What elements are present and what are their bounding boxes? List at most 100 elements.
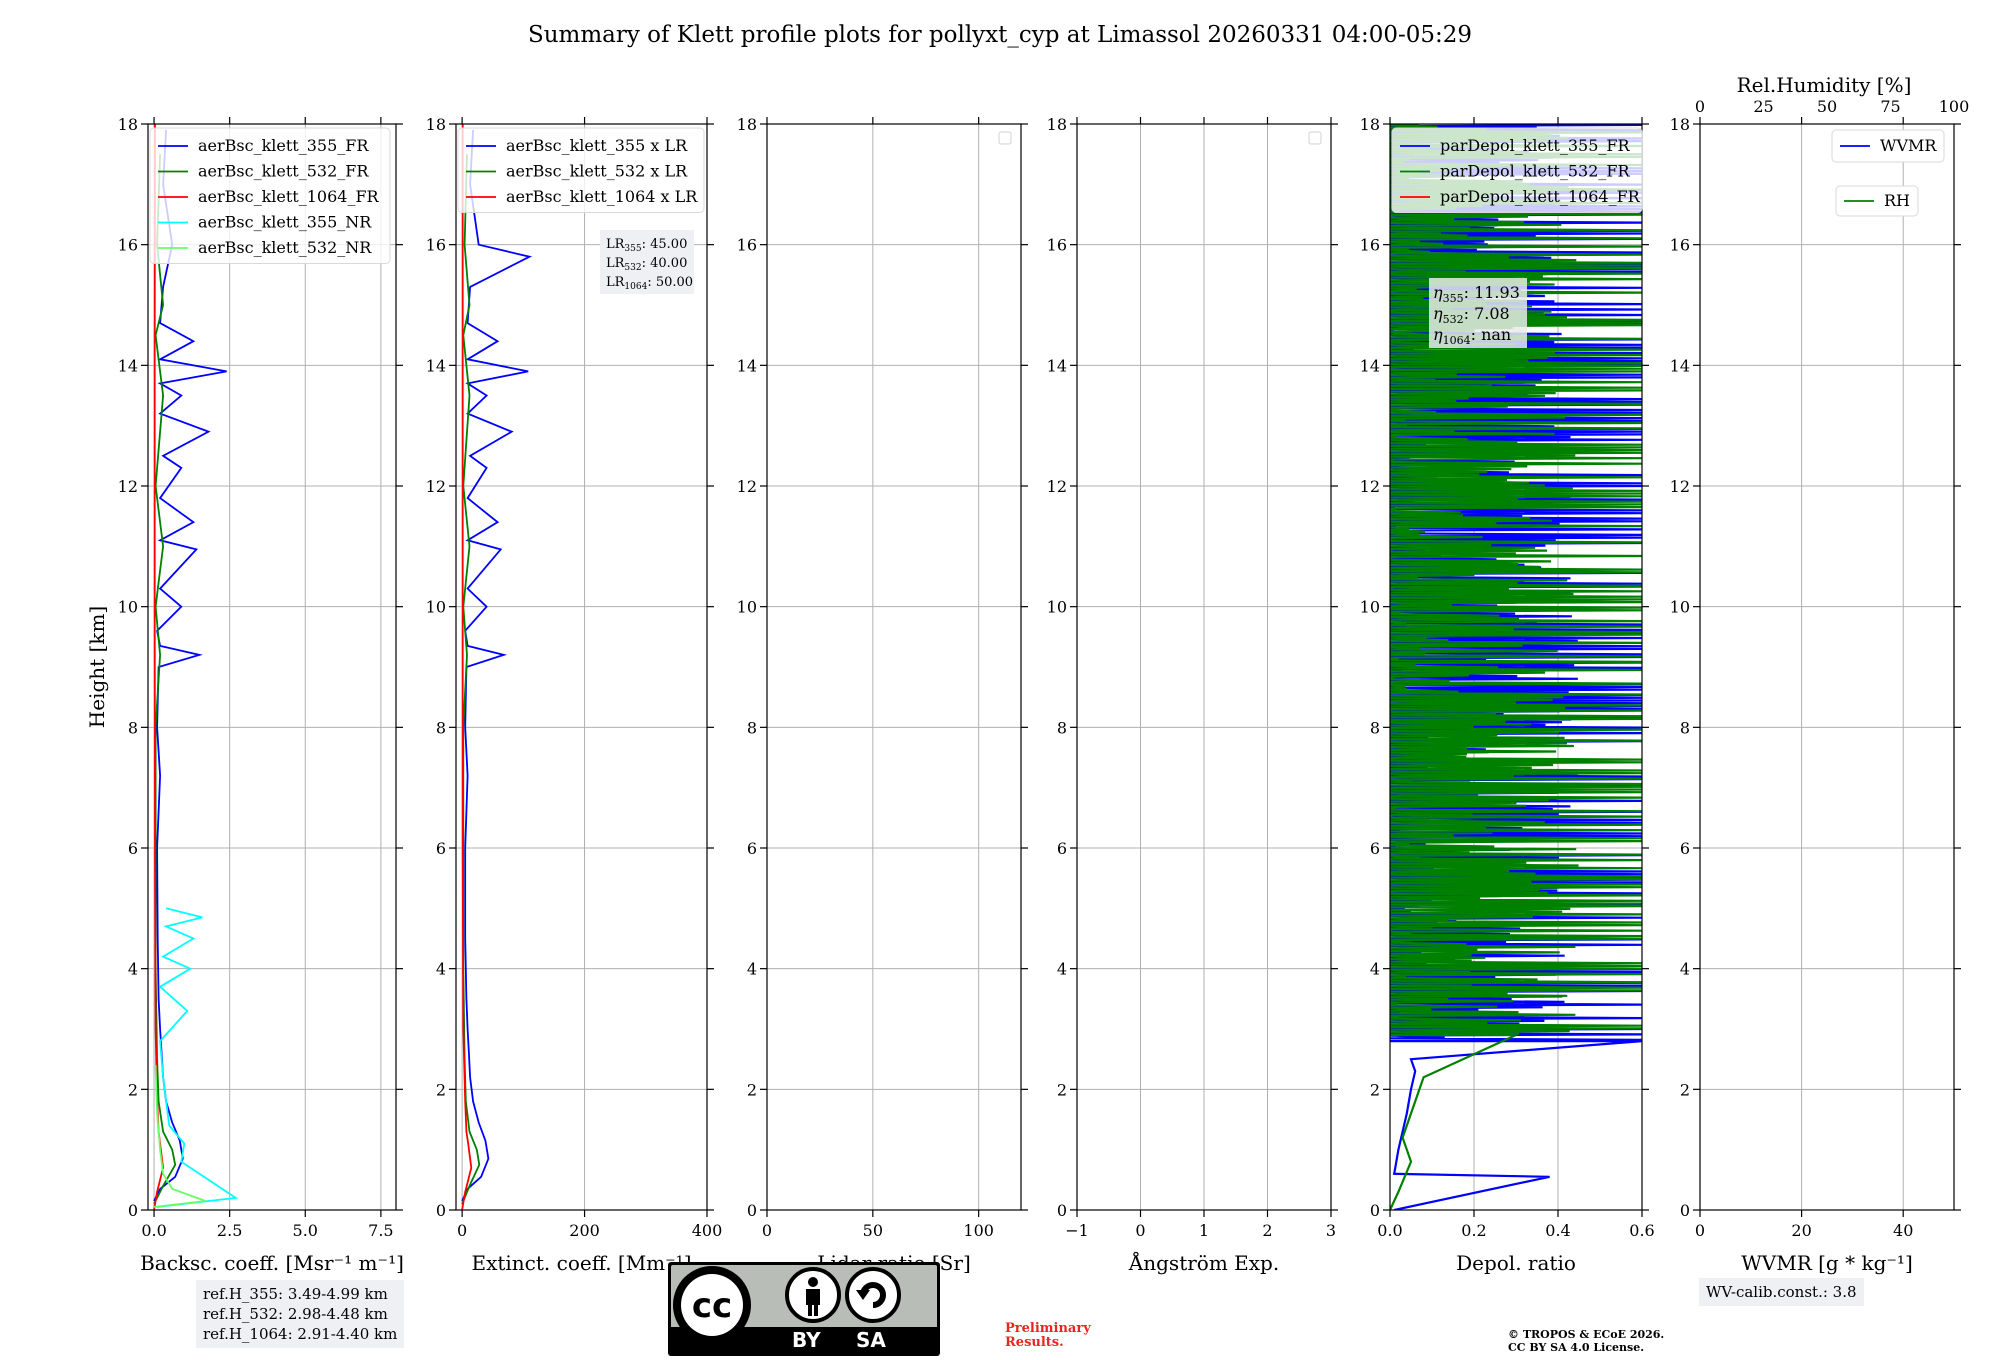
y-tick-label: 10 xyxy=(426,598,446,617)
x-tick-label: 0.2 xyxy=(1461,1221,1486,1240)
y-tick-label: 14 xyxy=(737,356,757,375)
empty-legend-box xyxy=(1308,131,1322,145)
x-tick-label: 0 xyxy=(1135,1221,1145,1240)
y-tick-label: 4 xyxy=(1680,960,1690,979)
x-tick-label: 3 xyxy=(1326,1221,1336,1240)
y-tick-label: 6 xyxy=(128,839,138,858)
top-x-axis-label: Rel.Humidity [%] xyxy=(1737,73,1912,97)
x-tick-label: 1 xyxy=(1199,1221,1209,1240)
backscatter-series-group xyxy=(153,124,239,1210)
ref-height-532: ref.H_532: 2.98-4.48 km xyxy=(203,1305,388,1323)
y-axis-label: Height [km] xyxy=(85,606,109,728)
y-tick-label: 2 xyxy=(1370,1080,1380,1099)
x-tick-label: 200 xyxy=(569,1221,600,1240)
y-tick-label: 18 xyxy=(1360,115,1380,134)
depol-panel: 0 2 4 6 8 10 12 14 16 18 0.0 0.2 0.4 0.6 Depol. ratio p… xyxy=(1360,115,1655,1275)
cc-license-badge: cc BY SA xyxy=(668,1262,940,1356)
y-tick-label: 18 xyxy=(426,115,446,134)
axes-frame xyxy=(766,123,1022,1211)
x-tick-label: 40 xyxy=(1893,1221,1913,1240)
y-tick-label: 6 xyxy=(1057,839,1067,858)
y-tick-label: 16 xyxy=(737,236,757,255)
lidar-ratio-label: LR355: 45.00 xyxy=(606,237,687,254)
extinction-series-group xyxy=(461,124,533,1210)
x-tick-label: 7.5 xyxy=(368,1221,393,1240)
y-tick-label: 0 xyxy=(747,1201,757,1220)
top-x-tick-label: 25 xyxy=(1753,97,1773,116)
y-tick-label: 18 xyxy=(737,115,757,134)
axes-frame xyxy=(147,123,397,1211)
legend-label: aerBsc_klett_1064 x LR xyxy=(506,187,698,206)
x-tick-label: 0.0 xyxy=(141,1221,166,1240)
lidar-ratio-panel: 024681012141618050100Lidar ratio [Sr] xyxy=(737,115,1028,1275)
y-tick-label: 0 xyxy=(1057,1201,1067,1220)
aerBsc_klett_355 x LR-line xyxy=(461,129,533,1202)
x-axis-label: Extinct. coeff. [Mm⁻¹] xyxy=(471,1251,691,1275)
y-tick-label: 6 xyxy=(747,839,757,858)
y-tick-label: 10 xyxy=(737,598,757,617)
figure-title: Summary of Klett profile plots for polly… xyxy=(527,22,1473,48)
by-person-leg-left-icon xyxy=(808,1304,812,1316)
legend-label: aerBsc_klett_532 x LR xyxy=(506,162,688,181)
ref-height-355: ref.H_355: 3.49-4.99 km xyxy=(203,1285,388,1303)
y-tick-label: 18 xyxy=(118,115,138,134)
y-tick-label: 16 xyxy=(118,236,138,255)
y-tick-label: 4 xyxy=(128,960,138,979)
y-tick-label: 0 xyxy=(1680,1201,1690,1220)
y-tick-label: 2 xyxy=(1057,1080,1067,1099)
aerBsc_klett_532 x LR-line xyxy=(461,154,481,1205)
top-x-tick-label: 50 xyxy=(1817,97,1837,116)
x-tick-label: 400 xyxy=(692,1221,723,1240)
legend-box xyxy=(1835,185,1919,217)
x-tick-label: 20 xyxy=(1791,1221,1811,1240)
y-tick-label: 2 xyxy=(1680,1080,1690,1099)
y-tick-label: 12 xyxy=(1670,477,1690,496)
y-tick-label: 16 xyxy=(1360,236,1380,255)
axes-frame xyxy=(455,123,708,1211)
eta-label: η532: 7.08 xyxy=(1433,304,1510,326)
y-tick-label: 4 xyxy=(747,960,757,979)
wv-panel: 0 2 4 6 8 10 12 14 16 18 0 20 40 WVMR [g * kg⁻¹] 0 25 50… xyxy=(1670,73,1970,1275)
y-tick-label: 12 xyxy=(118,477,138,496)
x-axis-label: Backsc. coeff. [Msr⁻¹ m⁻¹] xyxy=(140,1251,404,1275)
y-tick-label: 0 xyxy=(1370,1201,1380,1220)
y-tick-label: 14 xyxy=(1047,356,1067,375)
y-tick-label: 8 xyxy=(1057,718,1067,737)
aerBsc_klett_1064 x LR-line xyxy=(461,124,473,1210)
legend-label: aerBsc_klett_355_NR xyxy=(198,213,372,232)
y-tick-label: 2 xyxy=(436,1080,446,1099)
x-axis-label: Ångström Exp. xyxy=(1128,1250,1279,1275)
y-tick-label: 14 xyxy=(1670,356,1690,375)
y-tick-label: 6 xyxy=(1370,839,1380,858)
y-tick-label: 4 xyxy=(1370,960,1380,979)
y-tick-label: 14 xyxy=(426,356,446,375)
legend-label: WVMR xyxy=(1880,136,1937,155)
y-tick-label: 16 xyxy=(1047,236,1067,255)
y-tick-label: 10 xyxy=(1360,598,1380,617)
preliminary-line-1: Preliminary xyxy=(1005,1321,1091,1336)
legend-label: aerBsc_klett_532_FR xyxy=(198,162,369,181)
aerBsc_klett_355_FR-line xyxy=(153,129,227,1202)
y-tick-label: 12 xyxy=(1360,477,1380,496)
by-person-leg-right-icon xyxy=(814,1304,818,1316)
x-tick-label: 0 xyxy=(457,1221,467,1240)
wv-calib-box: WV-calib.const.: 3.8 xyxy=(1699,1278,1864,1306)
y-tick-label: 18 xyxy=(1047,115,1067,134)
y-tick-label: 18 xyxy=(1670,115,1690,134)
copyright-line-1: © TROPOS & ECoE 2026. xyxy=(1508,1328,1665,1341)
wv-calib-text: WV-calib.const.: 3.8 xyxy=(1706,1283,1857,1301)
legend-label: aerBsc_klett_1064_FR xyxy=(198,187,380,206)
top-x-tick-label: 0 xyxy=(1695,97,1705,116)
x-tick-label: 50 xyxy=(863,1221,883,1240)
x-tick-label: 0.0 xyxy=(1377,1221,1402,1240)
legend-label: parDepol_klett_532_FR xyxy=(1440,162,1631,181)
top-x-tick-label: 100 xyxy=(1939,97,1970,116)
aerBsc_klett_532_FR-line xyxy=(153,154,177,1205)
x-tick-label: 0.4 xyxy=(1545,1221,1570,1240)
y-tick-label: 4 xyxy=(1057,960,1067,979)
y-tick-label: 10 xyxy=(1047,598,1067,617)
legend-label: aerBsc_klett_355_FR xyxy=(198,136,369,155)
